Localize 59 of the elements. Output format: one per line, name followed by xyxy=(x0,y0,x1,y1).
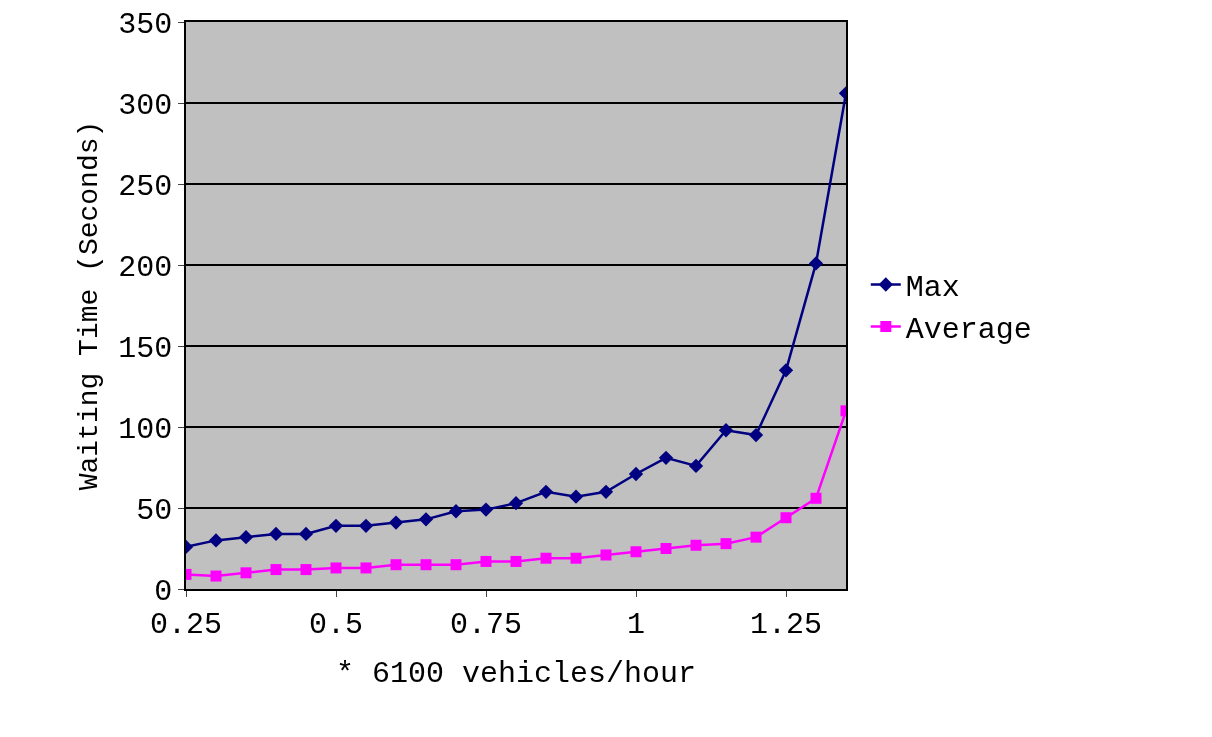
point xyxy=(510,555,522,567)
point xyxy=(240,567,252,579)
x-tick-label: 0.75 xyxy=(449,607,523,642)
point xyxy=(748,427,764,443)
point xyxy=(390,559,402,571)
point xyxy=(688,458,704,474)
point xyxy=(388,515,404,530)
y-tick-label: 0 xyxy=(154,574,173,609)
y-tick-label: 250 xyxy=(118,169,173,204)
legend-label: Average xyxy=(905,313,1032,348)
point xyxy=(690,539,702,551)
point xyxy=(540,552,552,564)
point xyxy=(450,559,462,571)
point xyxy=(210,570,222,582)
point xyxy=(658,450,674,465)
point xyxy=(360,562,372,574)
legend-label: Max xyxy=(905,271,960,306)
point xyxy=(270,564,282,576)
point xyxy=(720,538,732,550)
point xyxy=(448,504,464,519)
y-tick-label: 200 xyxy=(118,250,173,285)
point xyxy=(298,526,314,542)
y-tick-label: 50 xyxy=(136,493,173,528)
x-axis-title: * 6100 vehicles/hour xyxy=(335,656,697,691)
point xyxy=(718,423,734,438)
point xyxy=(238,530,254,545)
point xyxy=(330,562,342,574)
y-tick-label: 300 xyxy=(118,88,173,123)
point xyxy=(780,512,792,524)
point xyxy=(630,546,642,558)
point xyxy=(778,363,794,378)
point xyxy=(568,489,584,504)
y-tick-label: 350 xyxy=(118,7,173,42)
x-tick-label: 0.25 xyxy=(149,607,223,642)
point xyxy=(480,555,492,567)
y-tick-label: 100 xyxy=(118,412,173,447)
point xyxy=(420,559,432,571)
point xyxy=(570,552,582,564)
point xyxy=(810,492,822,504)
point xyxy=(538,484,554,499)
point xyxy=(628,466,644,482)
x-tick-label: 1 xyxy=(626,607,646,642)
point xyxy=(660,543,672,554)
point xyxy=(478,502,494,517)
point xyxy=(750,531,762,543)
point xyxy=(508,495,524,511)
point xyxy=(808,256,824,271)
point xyxy=(300,564,312,576)
y-axis-title: Waiting Time (Seconds) xyxy=(74,120,106,491)
point xyxy=(268,526,284,542)
point xyxy=(358,518,374,533)
point xyxy=(328,518,344,533)
point xyxy=(598,484,614,499)
point xyxy=(600,549,612,561)
x-tick-label: 0.5 xyxy=(308,607,364,642)
y-tick-label: 150 xyxy=(118,331,173,366)
point xyxy=(208,533,224,548)
point xyxy=(418,512,434,527)
x-tick-label: 1.25 xyxy=(749,607,823,642)
